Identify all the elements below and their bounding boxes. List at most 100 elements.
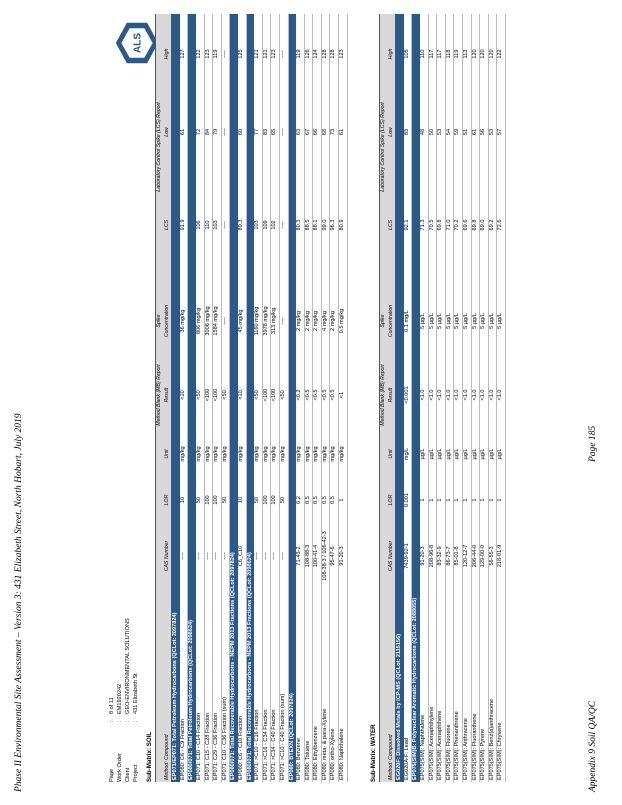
table-cell: 48 [419, 94, 429, 170]
table-cell: 0.001 [403, 480, 412, 520]
table-row: EP071: >C10 - C40 Fraction (sum) ---- 50 mg… [279, 13, 288, 782]
table-cell: <10 [179, 362, 188, 428]
table-cell: 100 [204, 480, 213, 520]
table-cell: 120-12-7 [462, 520, 472, 592]
meta-row: Project: 431 Elizabeth St [132, 482, 140, 782]
table-cell: ---- [221, 13, 230, 94]
table-cell: EP075(SIM): Acenaphthene [436, 592, 446, 782]
table-cell: <0.5 [304, 362, 313, 428]
meta-key: Project [133, 764, 139, 782]
table-cell: EP071: C10 - C14 Fraction [195, 592, 205, 782]
table-cell: EP071: C10 - C36 Fraction (sum) [221, 592, 230, 782]
col-low-limit: Low [163, 94, 172, 170]
header-row-2: Method: Compound CAS Number LOR Unit Result C… [163, 13, 172, 782]
col-analytical [155, 428, 164, 782]
table-cell: 1 [453, 480, 463, 520]
meta-separator: : [117, 720, 123, 722]
table-row: EP071: C29 - C36 Fraction ---- 100 mg/kg <10… [212, 13, 222, 782]
table-cell: EP075(SIM): Acenaphthylene [428, 592, 437, 782]
col-high-limit: High [387, 13, 396, 94]
table-row: EP071: >C10 - C16 Fraction ---- 50 mg/kg <50… [254, 13, 263, 782]
table-cell: 73 [329, 94, 339, 170]
table-cell: 10 [179, 480, 188, 520]
table-cell: 806 mg/kg [195, 280, 205, 362]
table-cell: 120 [488, 13, 497, 94]
table-cell: mg/kg [195, 428, 205, 480]
table-cell: 128 [329, 13, 339, 94]
table-cell: 1 [428, 480, 437, 520]
col-spike-concentration: Concentration [387, 280, 396, 362]
table-cell: <0.5 [312, 362, 322, 428]
footer-left: Appendix 9 Soil QA/QC [588, 700, 598, 792]
table-cell: 108-38-3 / 106-42-3 [321, 520, 330, 592]
col-high-limit: High [163, 13, 172, 94]
table-cell: 1 [496, 480, 506, 520]
table-cell: ---- [279, 520, 288, 592]
table-cell: EP075(SIM): Pyrene [479, 592, 489, 782]
table-cell: 59 [453, 94, 463, 170]
table-cell: µg/L [419, 428, 429, 480]
page-footer: Appendix 9 Soil QA/QC Page 185 [588, 12, 608, 792]
table-cell: 69.8 [436, 170, 446, 280]
table-cell: EP071: C15 - C28 Fraction [204, 592, 213, 782]
meta-key: Client [125, 767, 131, 782]
table-cell: mg/kg [204, 428, 213, 480]
table-cell: 117 [436, 13, 446, 94]
table-cell: 118 [445, 13, 454, 94]
col-cas-number: CAS Number [163, 520, 172, 592]
table-cell: <100 [270, 362, 280, 428]
table-cell: 50 [254, 480, 263, 520]
table-cell: EP075(SIM): Phenanthrene [453, 592, 463, 782]
table-cell: C6_C10 [237, 520, 247, 592]
table-cell: <100 [262, 362, 271, 428]
table-cell: 50 [221, 480, 230, 520]
col-mb-result: Result [387, 362, 396, 428]
als-logo: ALS [115, 22, 159, 64]
table-row: EP071: C15 - C28 Fraction ---- 100 mg/kg <10… [204, 13, 213, 782]
table-cell: mg/kg [312, 428, 322, 480]
table-cell: 70.2 [453, 170, 463, 280]
table-cell: ---- [179, 520, 188, 592]
table-cell: 0.2 [296, 480, 305, 520]
table-cell: 218-01-9 [496, 520, 506, 592]
table-cell: <1.0 [496, 362, 506, 428]
table-cell: 53 [488, 94, 497, 170]
table-row: EP075(SIM): Benz(a)anthracene 56-55-3 1 µg/… [488, 13, 497, 782]
col-lor: LOR [163, 480, 172, 520]
table-cell: 80.3 [296, 170, 305, 280]
table-cell: 99.0 [321, 170, 330, 280]
table-row: EP075(SIM): Fluoranthene 206-44-0 1 µg/L <1.… [471, 13, 480, 782]
table-cell: 1 [419, 480, 429, 520]
table-cell: <0.5 [329, 362, 339, 428]
table-cell: ---- [279, 280, 288, 362]
qc-group-title: EP080/071: Total Recoverable Hydrocarbon… [246, 13, 255, 782]
table-cell: µg/L [428, 428, 437, 480]
table-cell: mg/kg [279, 428, 288, 480]
table-cell: 83-32-9 [436, 520, 446, 592]
page-header: Phase II Environmental Site Assessment –… [14, 413, 24, 792]
table-cell: µg/L [462, 428, 472, 480]
table-cell: 61 [179, 94, 188, 170]
meta-row: Page: 8 of 11 [108, 482, 116, 782]
table-cell: <50 [279, 362, 288, 428]
table-cell: EP075(SIM): Anthracene [462, 592, 472, 782]
col-spike: Spike [155, 280, 164, 362]
table-row: EP080: C6 - C9 Fraction ---- 10 mg/kg <10 36 … [179, 13, 188, 782]
table-cell: 5 µg/L [496, 280, 506, 362]
table-cell: <1.0 [453, 362, 463, 428]
table-cell: <50 [195, 362, 205, 428]
table-cell: ---- [254, 520, 263, 592]
col-lcs-recovery: LCS [387, 170, 396, 280]
col-method-blank-report: Method Blank (MB) Report [379, 362, 388, 428]
col-lcs-report: Laboratory Control Spike (LCS) Report [379, 13, 388, 280]
table-cell: <1.0 [462, 362, 472, 428]
table-cell: EP080: C6 - C9 Fraction [179, 592, 188, 782]
table-cell: ---- [195, 520, 205, 592]
table-row: EP080: ortho-Xylene 95-47-6 0.5 mg/kg <0.5 2 … [329, 13, 339, 782]
col-unit: Unit [163, 428, 172, 480]
footer-page-number: Page 185 [588, 425, 598, 462]
col-lor: LOR [387, 480, 396, 520]
col-method-blank-report: Method Blank (MB) Report [155, 362, 164, 428]
table-cell: EP071: >C10 - C16 Fraction [254, 592, 263, 782]
table-cell: 79 [212, 94, 222, 170]
